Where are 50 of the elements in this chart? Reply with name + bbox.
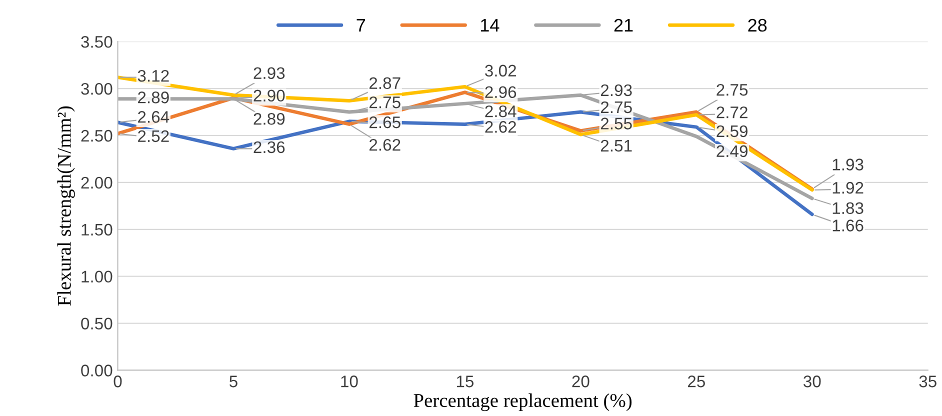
data-label: 2.65	[369, 116, 400, 128]
y-tick-label: 2.50	[81, 130, 112, 142]
y-tick-label: 1.00	[82, 270, 112, 283]
data-label: 2.49	[716, 145, 748, 158]
x-tick-label: 0	[114, 376, 122, 388]
x-tick-label: 20	[572, 376, 590, 388]
data-label: 3.12	[138, 70, 169, 82]
y-tick-label: 0.50	[81, 318, 112, 330]
data-label: 1.93	[832, 158, 864, 170]
data-label: 2.75	[716, 84, 748, 96]
data-label: 2.89	[138, 92, 169, 104]
data-label: 1.92	[832, 182, 864, 194]
y-tick-label: 2.00	[81, 176, 112, 189]
data-label: 2.62	[369, 138, 400, 151]
legend-label: 28	[748, 18, 767, 32]
data-label: 2.62	[485, 121, 516, 133]
data-label: 2.52	[138, 130, 169, 142]
data-label: 2.93	[254, 67, 285, 80]
data-label: 2.55	[600, 118, 632, 130]
data-label: 3.02	[485, 64, 516, 77]
x-axis-title: Percentage replacement (%)	[414, 393, 632, 412]
data-label: 2.93	[600, 84, 632, 96]
data-label: 2.84	[485, 105, 516, 118]
data-label: 2.87	[369, 77, 400, 90]
data-label: 2.90	[254, 90, 285, 102]
x-tick-label: 25	[688, 376, 705, 388]
y-tick-label: 3.00	[81, 82, 112, 95]
legend-label: 14	[481, 19, 500, 32]
legend-label: 21	[614, 18, 633, 32]
data-label: 2.51	[600, 140, 632, 152]
data-label: 2.72	[716, 106, 748, 118]
x-tick-label: 15	[456, 376, 474, 388]
y-axis-title: Flexural strength(N/mm²)	[57, 106, 75, 306]
data-label: 2.75	[369, 96, 400, 108]
x-tick-label: 5	[230, 376, 238, 388]
data-label: 2.59	[716, 125, 748, 138]
x-tick-label: 35	[919, 376, 936, 388]
y-tick-label: 1.50	[82, 224, 112, 236]
y-tick-label: 0.00	[81, 364, 112, 376]
legend-label: 7	[356, 19, 365, 32]
data-label: 1.66	[832, 220, 864, 232]
data-label: 2.96	[485, 86, 516, 98]
data-label: 2.36	[254, 141, 285, 154]
data-label: 2.89	[254, 112, 285, 125]
x-tick-label: 30	[804, 376, 821, 388]
data-label: 1.83	[832, 202, 864, 214]
y-tick-label: 3.50	[81, 36, 112, 48]
data-label: 2.64	[138, 111, 170, 123]
data-label: 2.75	[600, 101, 632, 114]
x-tick-label: 10	[341, 376, 358, 388]
